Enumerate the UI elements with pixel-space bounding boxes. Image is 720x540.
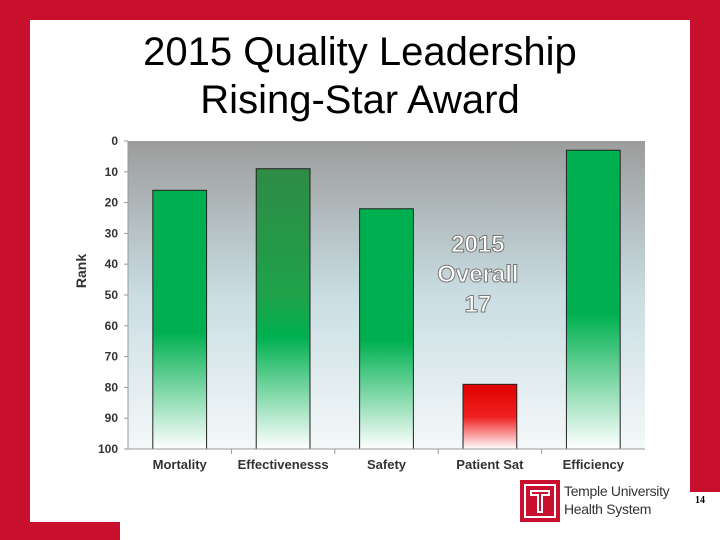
title-line-2: Rising-Star Award [200, 78, 520, 122]
y-tick-label: 0 [111, 134, 118, 148]
x-category-label: Safety [367, 457, 407, 472]
y-tick-label: 70 [105, 350, 119, 364]
bar-safety [359, 208, 414, 450]
left-border [0, 0, 30, 540]
bars-group [152, 149, 621, 450]
x-category-label: Patient Sat [456, 457, 524, 472]
y-axis: 0 10 20 30 40 50 60 70 80 90 100 [98, 134, 129, 456]
y-axis-label: Rank [73, 254, 89, 288]
x-category-label: Mortality [153, 457, 208, 472]
y-tick-label: 80 [105, 380, 119, 394]
y-tick-label: 60 [105, 319, 119, 333]
y-tick-label: 100 [98, 442, 118, 456]
annotation-line: Overall [437, 261, 518, 288]
page-number: 14 [695, 495, 705, 506]
y-tick-label: 50 [105, 288, 119, 302]
y-tick-label: 30 [105, 226, 119, 240]
annotation-line: 17 [465, 291, 492, 318]
bottom-left-border [0, 522, 120, 540]
bar-mortality [152, 189, 208, 450]
x-category-label: Effectivenesss [238, 457, 329, 472]
bar-efficiency [565, 149, 621, 450]
annotation-line: 2015 [451, 231, 504, 258]
x-axis: Mortality Effectivenesss Safety Patient Sat… [128, 448, 645, 472]
y-tick-label: 10 [105, 165, 119, 179]
title-line-1: 2015 Quality Leadership [143, 30, 577, 74]
bar-effectivenesss [255, 168, 311, 450]
bar-patient-sat [462, 383, 518, 450]
logo-text-line-1: Temple University [564, 483, 670, 499]
logo-text-line-2: Health System [564, 501, 652, 517]
x-category-label: Efficiency [563, 457, 625, 472]
overall-rank-annotation: 2015 Overall 17 [437, 231, 518, 318]
right-border [690, 0, 720, 492]
rank-bar-chart: 0 10 20 30 40 50 60 70 80 90 100 Mortality Effectiv… [73, 134, 645, 472]
y-tick-label: 40 [105, 257, 119, 271]
slide-title: 2015 Quality Leadership Rising-Star Awar… [40, 28, 680, 124]
temple-health-logo: Temple University Health System [520, 480, 670, 522]
top-border [0, 0, 720, 20]
y-tick-label: 20 [105, 196, 119, 210]
temple-t-logo-icon [520, 480, 560, 522]
y-tick-label: 90 [105, 411, 119, 425]
